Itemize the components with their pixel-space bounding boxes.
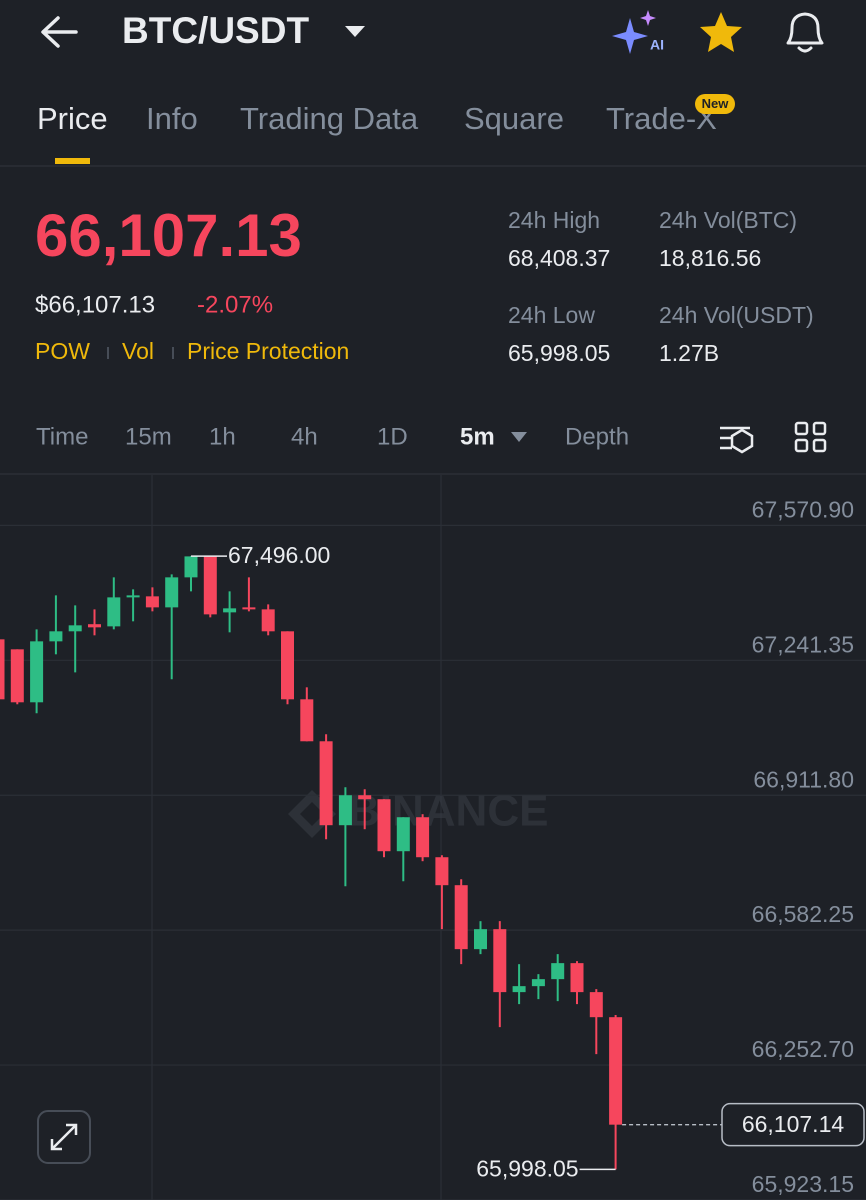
- ai-sparkle: [612, 18, 648, 54]
- candle-body: [512, 986, 526, 993]
- timeframe[interactable]: Time: [36, 423, 88, 450]
- candle-body: [30, 641, 44, 703]
- candle-body: [435, 857, 449, 886]
- fullscreen-icon: [50, 1123, 78, 1151]
- candle-body: [338, 795, 352, 826]
- fullscreen-frame: [37, 1110, 91, 1164]
- stat-value: 68,408.37: [508, 245, 610, 271]
- timeframe[interactable]: 5m: [460, 423, 495, 450]
- last-price: 66,107.13: [35, 202, 302, 269]
- layout-cell: [812, 421, 827, 436]
- candle-body: [589, 992, 603, 1018]
- candle-body: [68, 625, 82, 632]
- candle-body: [223, 608, 237, 613]
- candle-body: [10, 649, 24, 703]
- price-change: -2.07%: [197, 291, 273, 318]
- indicator-hex: [730, 428, 754, 454]
- back-arrow: [41, 16, 78, 48]
- tag[interactable]: POW: [35, 338, 90, 364]
- candle-body: [107, 597, 121, 627]
- timeframe[interactable]: 15m: [125, 423, 172, 450]
- candle-body: [454, 885, 468, 950]
- candle-body: [145, 596, 159, 608]
- layout-cell: [812, 438, 827, 453]
- candle-body: [358, 795, 372, 800]
- bell-clapper: [797, 46, 813, 53]
- tab[interactable]: Trading Data: [240, 101, 419, 136]
- y-tick-label: 67,570.90: [752, 496, 854, 522]
- candle-body: [49, 631, 63, 642]
- candle-body: [261, 609, 275, 632]
- high-label: 67,496.00: [228, 542, 330, 568]
- y-tick-label: 67,241.35: [752, 631, 854, 657]
- candle-body: [570, 963, 584, 993]
- stat-label: 24h Vol(USDT): [659, 302, 814, 328]
- usd-price: $66,107.13: [35, 291, 155, 318]
- new-badge: New: [702, 96, 730, 111]
- pair-caret[interactable]: [345, 26, 365, 37]
- candle-body: [474, 929, 487, 950]
- tag[interactable]: Vol: [122, 338, 154, 364]
- ai-sparkle-small: [640, 10, 656, 26]
- new-badge-bg: [695, 94, 735, 114]
- bell-body: [786, 12, 824, 45]
- pair-title[interactable]: BTC/USDT: [122, 10, 309, 51]
- candle-body: [300, 699, 314, 742]
- candle-body: [551, 963, 565, 980]
- fullscreen-button[interactable]: [37, 1110, 91, 1164]
- stat-value: 1.27B: [659, 340, 719, 366]
- candle-body: [184, 556, 198, 578]
- candle-body: [377, 799, 391, 852]
- timeframe[interactable]: 1h: [209, 423, 236, 450]
- tab[interactable]: Price: [37, 101, 108, 136]
- stat-label: 24h Low: [508, 302, 595, 328]
- y-tick-label: 65,923.15: [752, 1171, 854, 1197]
- notification-bell[interactable]: [786, 12, 824, 53]
- tab[interactable]: Square: [464, 101, 564, 136]
- timeframe-caret[interactable]: [511, 432, 527, 442]
- ai-button[interactable]: AI: [612, 10, 664, 54]
- timeframe[interactable]: 4h: [291, 423, 318, 450]
- tab[interactable]: Info: [146, 101, 198, 136]
- candle-body: [609, 1017, 623, 1125]
- indicator-button[interactable]: [720, 426, 754, 454]
- candle-body: [281, 631, 294, 700]
- candle-body: [0, 639, 5, 700]
- timeframe[interactable]: Depth: [565, 423, 629, 450]
- last-price-box: [721, 1102, 865, 1147]
- candlestick-chart: BINANCE 65,923.1566,252.7066,582.2566,91…: [0, 475, 866, 1200]
- timeframe[interactable]: 1D: [377, 423, 408, 450]
- stat-label: 24h High: [508, 207, 600, 233]
- stat-value: 18,816.56: [659, 245, 761, 271]
- candle-body: [396, 817, 410, 852]
- y-tick-label: 66,582.25: [752, 901, 854, 927]
- y-tick-label: 66,252.70: [752, 1036, 854, 1062]
- candle-body: [242, 607, 256, 610]
- candle-body: [531, 979, 545, 987]
- y-tick-label: 66,911.80: [753, 766, 854, 792]
- candle-body: [88, 624, 101, 628]
- candle-body: [203, 556, 217, 615]
- tab-indicator: [55, 158, 90, 164]
- stat-label: 24h Vol(BTC): [659, 207, 797, 233]
- layout-cell: [794, 421, 809, 436]
- ai-badge: AI: [650, 37, 664, 53]
- stat-value: 65,998.05: [508, 340, 610, 366]
- candle-body: [493, 929, 507, 993]
- favorite-star[interactable]: [700, 12, 742, 52]
- candle-body: [319, 741, 333, 826]
- candle-body: [165, 577, 179, 608]
- indicator-lines: [720, 426, 750, 450]
- layout-button[interactable]: [794, 421, 827, 453]
- low-label: 65,998.05: [476, 1155, 578, 1181]
- candle-body: [126, 595, 140, 598]
- back-button[interactable]: [41, 16, 78, 48]
- last-price-label: 66,107.14: [742, 1111, 845, 1137]
- candle-body: [416, 817, 430, 858]
- layout-cell: [794, 438, 809, 453]
- tag[interactable]: Price Protection: [187, 338, 349, 364]
